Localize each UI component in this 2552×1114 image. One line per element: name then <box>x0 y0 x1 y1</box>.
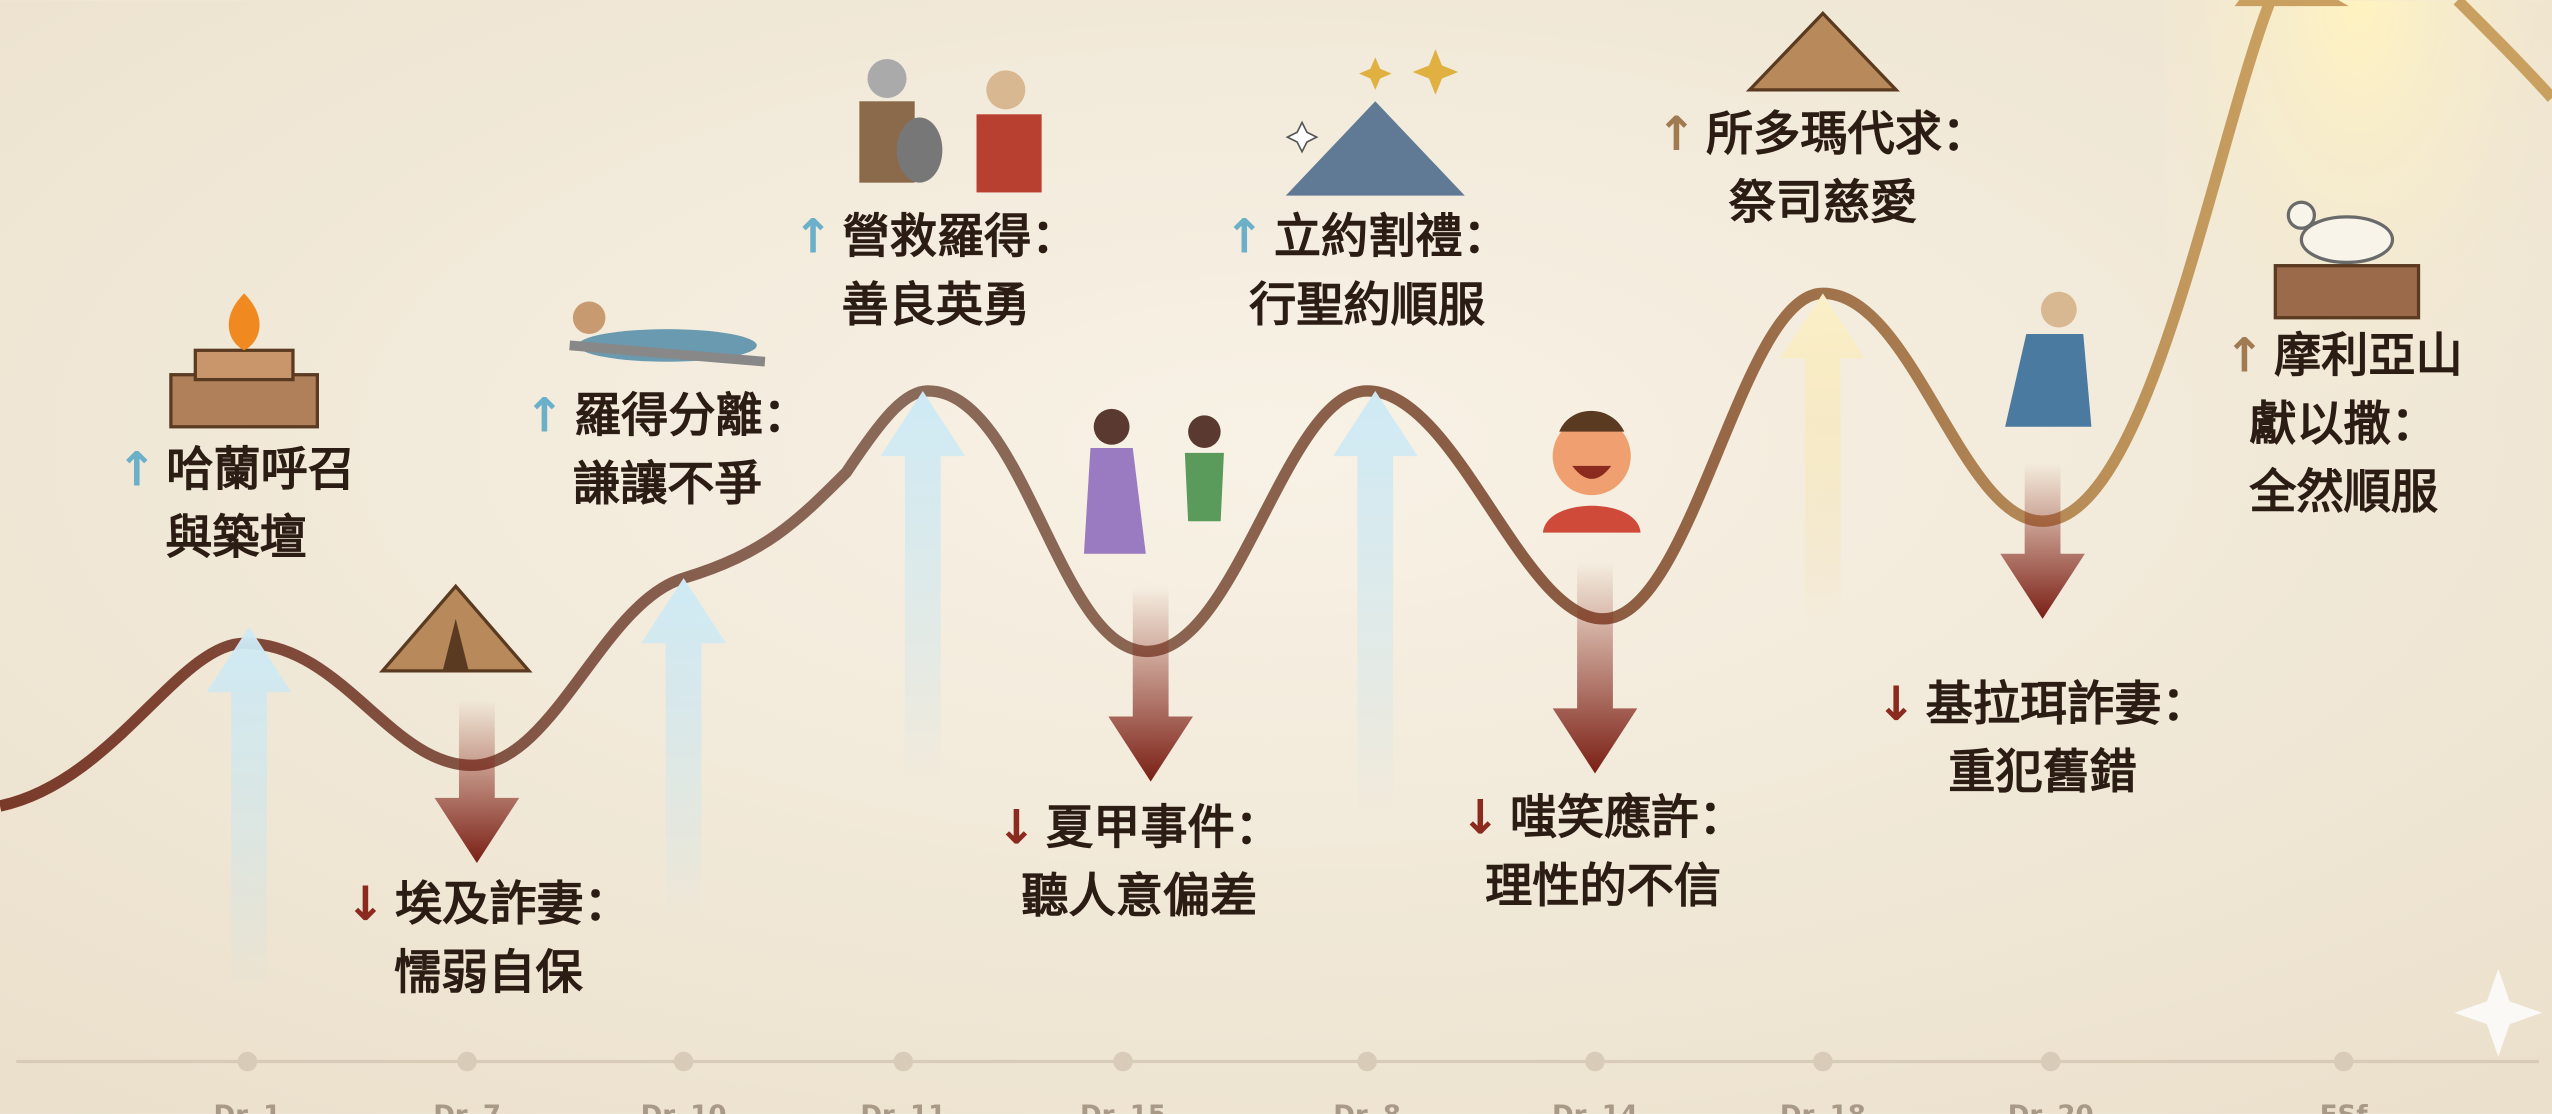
direction-marker: ↑ <box>2225 328 2265 383</box>
axis-dot <box>1813 1052 1833 1072</box>
direction-marker: ↑ <box>793 210 833 265</box>
axis-label: Dr. 18 <box>1780 1100 1866 1114</box>
infographic: ↑哈蘭呼召與築壇↓埃及詐妻：懦弱自保↑羅得分離：謙讓不爭↑營救羅得：善良英勇↓夏… <box>0 0 2552 1114</box>
event-label: 善良英勇 <box>841 278 1030 333</box>
axis-dot <box>1357 1052 1377 1072</box>
axis-dot <box>674 1052 694 1072</box>
axis-label: Dr. 11 <box>860 1100 946 1114</box>
event-label: ↑摩利亞山 <box>2225 328 2463 383</box>
axis-dot <box>2041 1052 2061 1072</box>
event-label-line: 營救羅得： <box>843 210 1079 265</box>
direction-marker: ↓ <box>1876 677 1916 732</box>
direction-marker: ↑ <box>525 389 565 444</box>
event-label: 與築壇 <box>165 511 307 566</box>
event-label: 聽人意偏差 <box>1021 869 1257 924</box>
event-label: 祭司慈愛 <box>1728 175 1917 230</box>
event-label-line: 謙讓不爭 <box>573 457 762 512</box>
event-label-line: 埃及詐妻： <box>395 877 631 932</box>
page: {"events":[ {"marker":"↑","lines":["哈蘭呼召… <box>0 0 2552 1114</box>
event-label: 懦弱自保 <box>394 945 584 1000</box>
event-label-line: 所多瑪代求： <box>1706 107 1989 162</box>
direction-marker: ↓ <box>997 800 1037 855</box>
axis-label: Dr. 14 <box>1552 1100 1638 1114</box>
event-label-line: 善良英勇 <box>841 278 1030 333</box>
event-label: ↑所多瑪代求： <box>1657 107 1989 162</box>
event-label-line: 全然順服 <box>2248 465 2439 520</box>
event-label-line: 懦弱自保 <box>394 945 584 1000</box>
axis-dot <box>894 1052 914 1072</box>
axis-label: Dr. 1 <box>213 1100 281 1114</box>
event-label-line: 立約割禮： <box>1274 210 1510 265</box>
event-label-line: 重犯舊錯 <box>1948 745 2137 800</box>
axis-label: Dr. 8 <box>1333 1100 1401 1114</box>
event-label: 謙讓不爭 <box>573 457 762 512</box>
event-label: 理性的不信 <box>1485 859 1721 914</box>
event-label-line: 基拉珥詐妻： <box>1926 677 2209 732</box>
event-label-line: 祭司慈愛 <box>1728 175 1917 230</box>
axis-dot <box>2334 1052 2354 1072</box>
axis-dot <box>238 1052 258 1072</box>
event-label: ↓基拉珥詐妻： <box>1876 677 2208 732</box>
axis-label: Dr. 20 <box>2008 1100 2094 1114</box>
event-label-line: 聽人意偏差 <box>1021 869 1257 924</box>
event-label-line: 與築壇 <box>165 511 307 566</box>
axis-label: Dr. 7 <box>433 1100 501 1114</box>
event-label: ↑哈蘭呼召 <box>117 442 355 497</box>
event-label: 重犯舊錯 <box>1948 745 2137 800</box>
direction-marker: ↓ <box>1461 791 1501 846</box>
axis-dot <box>1113 1052 1133 1072</box>
direction-marker: ↑ <box>1225 210 1265 265</box>
axis-label: Dr. 15 <box>1080 1100 1166 1114</box>
event-label-line: 羅得分離： <box>574 389 810 444</box>
event-label-line: 夏甲事件： <box>1046 800 1282 855</box>
event-label-line: 行聖約順服 <box>1249 278 1486 333</box>
event-label: 獻以撒： <box>2249 397 2438 452</box>
axis-dot <box>1585 1052 1605 1072</box>
event-label: 行聖約順服 <box>1249 278 1486 333</box>
event-label-line: 獻以撒： <box>2249 397 2438 452</box>
event-label: 全然順服 <box>2248 465 2439 520</box>
event-label-line: 哈蘭呼召 <box>166 442 355 497</box>
event-label-line: 摩利亞山 <box>2274 328 2463 383</box>
axis-label: ESf <box>2320 1100 2369 1114</box>
direction-marker: ↓ <box>346 877 386 932</box>
axis-dot <box>457 1052 477 1072</box>
direction-marker: ↑ <box>117 442 157 497</box>
direction-marker: ↑ <box>1657 107 1697 162</box>
event-label-line: 嗤笑應許： <box>1510 791 1746 846</box>
axis-label: Dr. 10 <box>641 1100 727 1114</box>
event-label-line: 理性的不信 <box>1485 859 1721 914</box>
